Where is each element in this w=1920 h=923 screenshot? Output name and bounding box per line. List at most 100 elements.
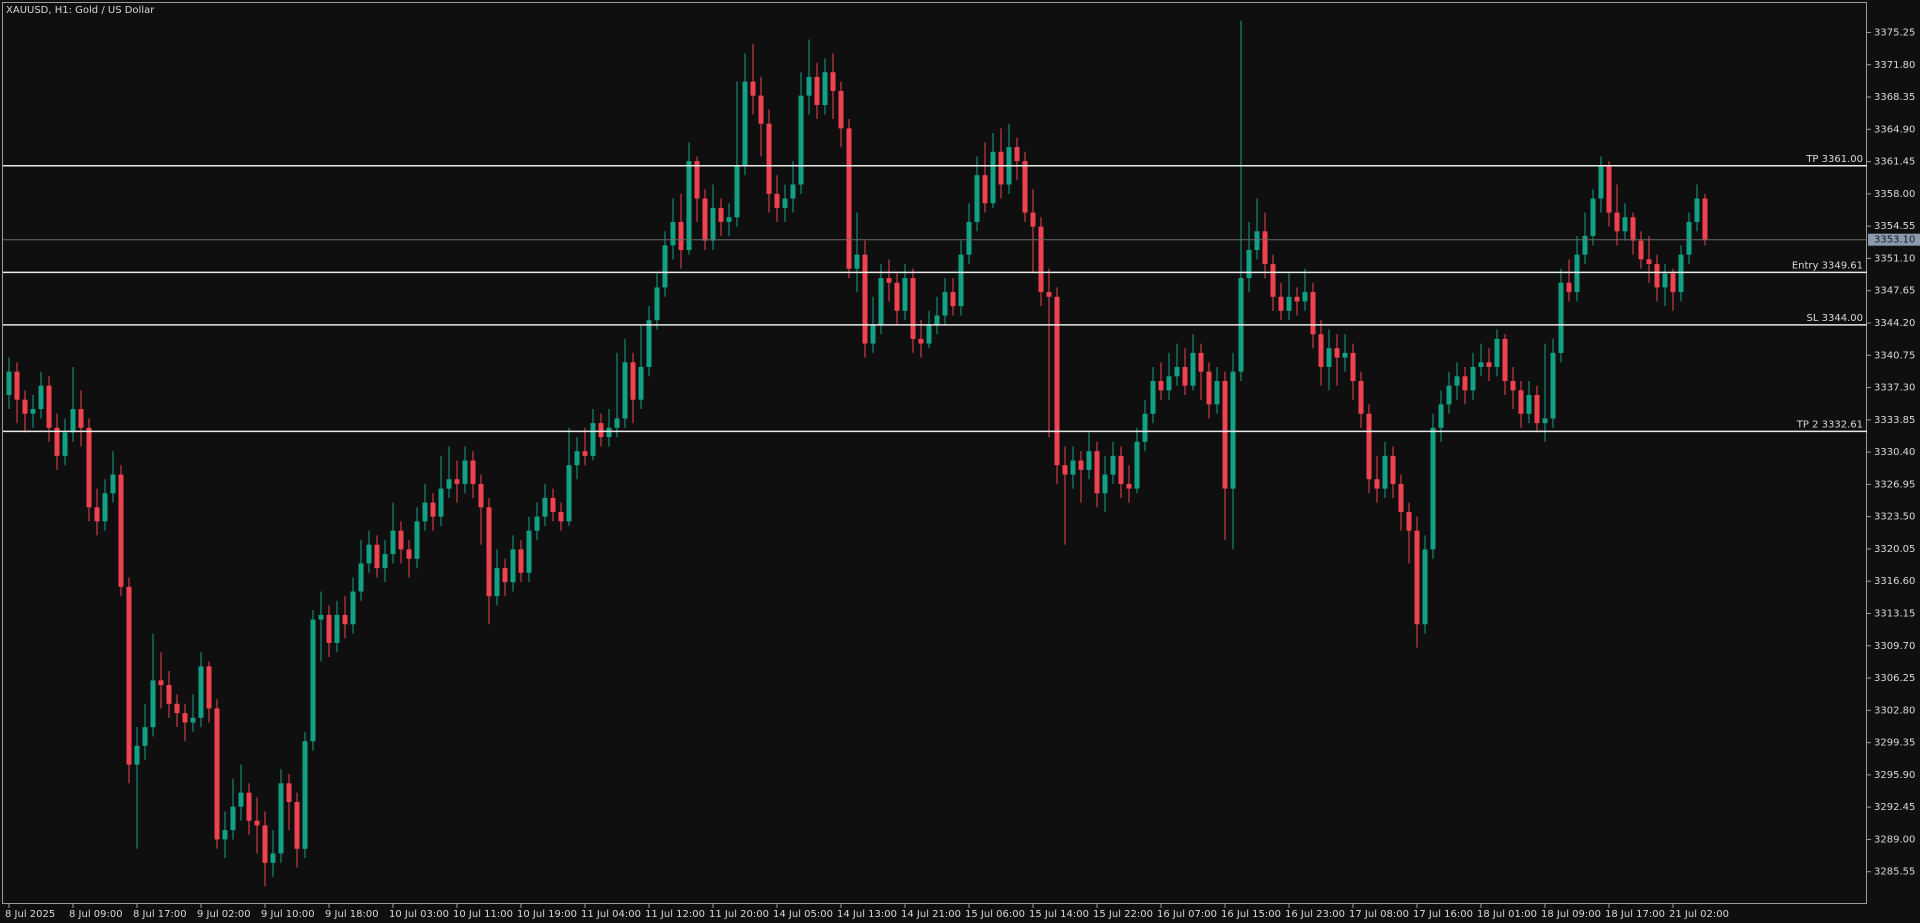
x-tick-label: 16 Jul 15:00 bbox=[1221, 909, 1281, 920]
y-tick-label: 3289.00 bbox=[1874, 834, 1915, 845]
x-tick-label: 9 Jul 18:00 bbox=[325, 909, 379, 920]
candle-body bbox=[1558, 282, 1564, 353]
candle-body bbox=[1326, 348, 1332, 367]
candle-body bbox=[198, 666, 204, 718]
candle-body bbox=[958, 254, 964, 307]
candle-body bbox=[814, 76, 820, 105]
candle-body bbox=[774, 193, 780, 208]
x-tick-label: 14 Jul 21:00 bbox=[901, 909, 961, 920]
x-tick-label: 21 Jul 02:00 bbox=[1669, 909, 1729, 920]
candle-body bbox=[902, 278, 908, 311]
candle-body bbox=[982, 175, 988, 204]
candle-body bbox=[166, 685, 172, 704]
x-tick-label: 17 Jul 16:00 bbox=[1413, 909, 1473, 920]
candle-body bbox=[934, 315, 940, 325]
candle-body bbox=[654, 287, 660, 321]
y-tick-label: 3285.55 bbox=[1874, 867, 1915, 878]
candle-body bbox=[46, 385, 52, 428]
candle-body bbox=[766, 123, 772, 194]
x-tick-label: 18 Jul 01:00 bbox=[1477, 909, 1537, 920]
candle-body bbox=[566, 465, 572, 522]
candle-body bbox=[1550, 352, 1556, 419]
candle-body bbox=[518, 549, 524, 573]
candle-body bbox=[614, 418, 620, 428]
candle-body bbox=[30, 409, 36, 414]
candle-body bbox=[710, 207, 716, 241]
y-tick-label: 3358.00 bbox=[1874, 189, 1915, 200]
candle-body bbox=[310, 619, 316, 742]
candle-body bbox=[1206, 371, 1212, 405]
candle-body bbox=[1358, 380, 1364, 414]
x-tick-label: 8 Jul 17:00 bbox=[133, 909, 187, 920]
candle-body bbox=[846, 128, 852, 269]
x-tick-label: 18 Jul 09:00 bbox=[1541, 909, 1601, 920]
candle-body bbox=[1382, 455, 1388, 489]
candle-body bbox=[1654, 264, 1660, 288]
x-tick-label: 10 Jul 19:00 bbox=[517, 909, 577, 920]
candle-body bbox=[1110, 455, 1116, 475]
candle-body bbox=[1406, 511, 1412, 531]
candle-body bbox=[278, 783, 284, 854]
candle-body bbox=[1278, 296, 1284, 311]
y-tick-label: 3316.60 bbox=[1874, 576, 1915, 587]
candle-body bbox=[622, 362, 628, 419]
candle-body bbox=[486, 507, 492, 597]
candle-body bbox=[1638, 240, 1644, 260]
candle-body bbox=[318, 614, 324, 620]
y-tick-label: 3302.80 bbox=[1874, 705, 1915, 716]
candle-body bbox=[374, 544, 380, 569]
candle-body bbox=[1462, 376, 1468, 391]
candle-body bbox=[830, 72, 836, 91]
x-tick-label: 8 Jul 09:00 bbox=[69, 909, 123, 920]
candle-body bbox=[494, 568, 500, 597]
candle-body bbox=[646, 320, 652, 367]
candle-body bbox=[1478, 362, 1484, 367]
candle-body bbox=[822, 72, 828, 105]
candle-body bbox=[62, 432, 68, 456]
candle-body bbox=[398, 530, 404, 550]
candle-body bbox=[1374, 479, 1380, 489]
candle-body bbox=[510, 549, 516, 583]
candle-body bbox=[182, 713, 188, 723]
candle-body bbox=[142, 727, 148, 746]
candle-body bbox=[1126, 483, 1132, 489]
y-tick-label: 3320.05 bbox=[1874, 544, 1915, 555]
candle-body bbox=[1606, 165, 1612, 213]
candle-body bbox=[998, 151, 1004, 185]
candle-body bbox=[870, 324, 876, 344]
x-tick-label: 15 Jul 22:00 bbox=[1093, 909, 1153, 920]
candle-body bbox=[734, 165, 740, 218]
candle-body bbox=[782, 198, 788, 208]
candle-body bbox=[1390, 455, 1396, 484]
candle-body bbox=[1166, 376, 1172, 391]
candle-body bbox=[1078, 460, 1084, 470]
candle-body bbox=[806, 76, 812, 96]
candle-body bbox=[6, 371, 12, 396]
x-tick-label: 11 Jul 12:00 bbox=[645, 909, 705, 920]
candle-body bbox=[662, 245, 668, 288]
x-tick-label: 18 Jul 17:00 bbox=[1605, 909, 1665, 920]
x-tick-label: 16 Jul 23:00 bbox=[1285, 909, 1345, 920]
y-tick-label: 3375.25 bbox=[1874, 27, 1915, 38]
candle-body bbox=[1526, 395, 1532, 414]
x-tick-label: 10 Jul 11:00 bbox=[453, 909, 513, 920]
candle-body bbox=[1590, 198, 1596, 236]
candle-body bbox=[1150, 380, 1156, 414]
y-tick-label: 3364.90 bbox=[1874, 124, 1915, 135]
y-tick-label: 3347.65 bbox=[1874, 286, 1915, 297]
candle-body bbox=[190, 717, 196, 723]
level-label: TP 2 3332.61 bbox=[1796, 419, 1863, 430]
candle-body bbox=[110, 474, 116, 494]
candle-body bbox=[630, 362, 636, 400]
y-tick-label: 3299.35 bbox=[1874, 738, 1915, 749]
candle-body bbox=[838, 90, 844, 129]
candle-body bbox=[1438, 404, 1444, 428]
candle-body bbox=[758, 95, 764, 124]
bid-box bbox=[1868, 233, 1920, 246]
candle-body bbox=[342, 614, 348, 625]
candle-body bbox=[1294, 296, 1300, 302]
candle-body bbox=[294, 802, 300, 849]
y-tick-label: 3313.15 bbox=[1874, 608, 1915, 619]
candle-body bbox=[1574, 254, 1580, 293]
candle-body bbox=[214, 708, 220, 840]
